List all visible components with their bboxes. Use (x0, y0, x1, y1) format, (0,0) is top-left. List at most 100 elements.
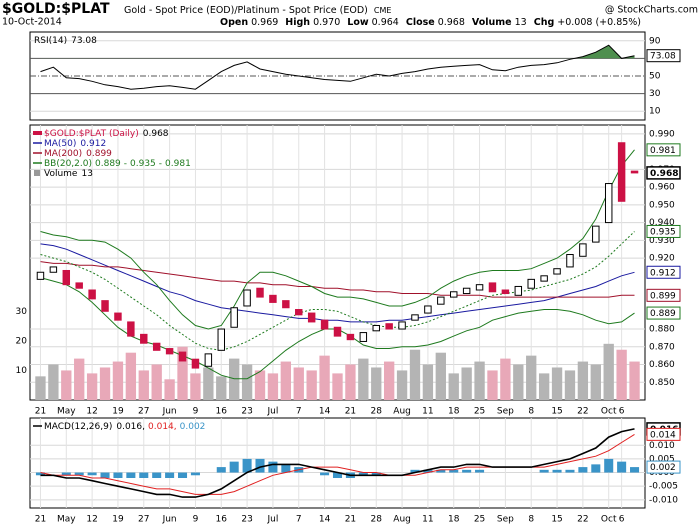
value-tag-label: 0.968 (650, 169, 678, 179)
volume-bar (371, 367, 382, 400)
stat-value: 0.964 (372, 17, 399, 28)
y-tick-label: 0.940 (649, 218, 675, 228)
value-tag (646, 49, 681, 63)
candle (101, 300, 109, 312)
histogram-bar (617, 461, 627, 473)
value-tag (646, 460, 681, 474)
candle (411, 314, 419, 321)
candle (333, 326, 342, 337)
stat-label: Low (347, 17, 369, 28)
x-tick-label: 18 (448, 407, 460, 417)
candle (140, 333, 148, 344)
legend-name: MA(50) (44, 139, 76, 149)
candle (178, 351, 187, 362)
volume-bar (35, 376, 46, 400)
volume-bar (138, 370, 149, 400)
legend-value: 0.912 (80, 139, 106, 149)
description-text: Gold - Spot Price (EOD)/Platinum - Spot … (124, 5, 368, 16)
candle (475, 284, 484, 291)
legend-entry: RSI(14) 73.08 (34, 36, 97, 46)
x-tick-label: 7 (296, 515, 302, 525)
legend-entry: MA(200) 0.899 (44, 149, 112, 159)
legend-name: RSI(14) (34, 36, 67, 46)
volume-bar (112, 361, 124, 400)
histogram-bar (35, 472, 45, 476)
candle (256, 287, 264, 298)
legend-value: 73.08 (71, 36, 97, 46)
histogram-bar (61, 472, 71, 476)
volume-bar (603, 343, 614, 400)
volume-bar (345, 364, 356, 400)
y-tick-label: 0.950 (649, 200, 675, 210)
legend-value: 0.889 (95, 159, 121, 169)
histogram-bar (178, 472, 188, 478)
macd-line (40, 433, 635, 495)
candle (424, 305, 432, 314)
x-tick-label: May (57, 407, 76, 417)
histogram-bar (462, 469, 472, 473)
candle (75, 282, 83, 289)
x-tick-label: 22 (577, 515, 588, 525)
volume-bar (332, 373, 343, 400)
legend-entry: Volume 13 (44, 169, 93, 179)
x-tick-label: 9 (193, 515, 199, 525)
candle (630, 170, 639, 174)
histogram-bar (539, 469, 549, 473)
x-tick-label: 6 (619, 515, 625, 525)
candle (204, 353, 213, 367)
candle (230, 307, 238, 328)
volume-bar (190, 373, 201, 400)
legend-name: $GOLD:$PLAT (Daily) (44, 129, 139, 139)
candle (604, 183, 613, 224)
x-tick-label: 23 (241, 515, 252, 525)
legend-value: 0.014 (148, 422, 174, 432)
legend-separator: - (159, 159, 162, 169)
x-tick-label: 7 (296, 407, 302, 417)
x-tick-label: Aug (393, 407, 411, 417)
y-tick-label: 50 (649, 72, 661, 82)
candle (488, 282, 497, 293)
stat-label: Close (406, 17, 435, 28)
value-tag (646, 288, 681, 302)
stats: Open 0.969 High 0.970 Low 0.964 Close 0.968 Volu… (220, 17, 641, 28)
legend-entry: MACD(12,26,9) 0.016, 0.014, 0.002 (44, 422, 205, 432)
volume-tick-label: 30 (16, 307, 28, 317)
y-tick-label: 0.990 (649, 129, 675, 139)
volume-bar (616, 349, 627, 400)
histogram-bar (229, 461, 239, 473)
y-tick-label: 30 (649, 89, 661, 99)
legend-value: 0.002 (180, 422, 206, 432)
volume-bar (86, 373, 98, 400)
volume-bar (203, 367, 214, 400)
x-tick-label: 21 (35, 407, 46, 417)
y-tick-label: 0.850 (649, 378, 675, 388)
stat-value: 13 (515, 17, 527, 28)
x-tick-label: 16 (216, 515, 228, 525)
value-tag (646, 166, 681, 180)
volume-bar (396, 370, 408, 400)
y-tick-label: 90 (649, 36, 661, 46)
x-tick-label: Oct (601, 407, 617, 417)
volume-tick-label: 10 (16, 366, 28, 376)
volume-bar (164, 379, 175, 400)
histogram-bar (423, 469, 433, 473)
stat-label: Volume (472, 17, 512, 28)
volume-bar (590, 364, 601, 400)
stat-value: +0.008 (+0.85%) (557, 17, 641, 28)
ma-line (40, 243, 635, 323)
volume-bar (125, 352, 137, 400)
candle (579, 243, 587, 257)
legend-swatch (34, 170, 40, 176)
candle (437, 296, 445, 305)
stat-value: 0.969 (251, 17, 278, 28)
volume-bar (629, 361, 640, 400)
volume-bar (435, 352, 446, 400)
value-tag (646, 265, 681, 279)
x-tick-label: 21 (35, 515, 46, 525)
bb-upper (40, 149, 635, 330)
x-tick-label: 19 (112, 407, 124, 417)
value-tag-label: 0.002 (650, 463, 676, 473)
legend-entry: BB(20,2.0) 0.889-0.935-0.981 (44, 159, 191, 169)
histogram-bar (190, 472, 200, 476)
volume-bar (254, 370, 266, 400)
